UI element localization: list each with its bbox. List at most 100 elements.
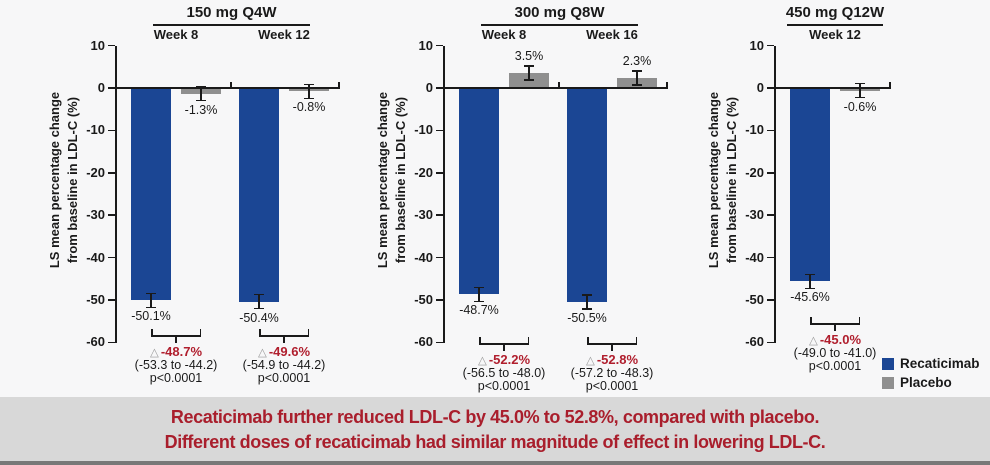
week-label: Week 12 [809,27,861,42]
error-bar-cap [254,293,264,296]
bar-recaticimab [239,88,279,302]
y-tick [436,214,443,216]
diff-bracket [199,329,201,337]
legend-item-recaticimab: Recaticimab [882,357,980,371]
chart-panels: 10 0 -10 -20 -30 -40 -50 -60 LS mean percentage … [47,4,895,393]
y-tick-label: 10 [418,37,433,53]
error-bar-cap [805,273,815,276]
y-tick [108,256,115,259]
diff-delta-value: -49.6% [268,344,311,359]
error-bar-cap [304,83,314,86]
error-bar-cap [524,79,534,81]
error-bar-cap [855,96,865,99]
bar-value-label: -50.1% [131,309,171,324]
y-tick-label: -20 [745,164,764,180]
error-bar [809,274,811,289]
error-bar-cap [805,287,815,290]
error-bar-cap [524,65,534,67]
error-bar-cap [196,99,206,102]
delta-triangle-icon: △ [257,346,267,359]
baseline-tick [338,82,340,88]
diff-bracket [858,317,860,325]
conclusion-banner: Recaticimab further reduced LDL-C by 45.… [0,397,990,461]
diff-delta-label: △ -45.0% [775,333,895,348]
error-bar-cap [474,300,484,303]
x-axis-baseline [445,87,668,89]
legend-label-placebo: Placebo [900,375,952,390]
diff-delta-label: △ -48.7% [116,345,236,360]
y-axis-title: LS mean percentage change from baseline i… [705,10,743,350]
legend-item-placebo: Placebo [882,376,980,390]
diff-ci-label: (-49.0 to -41.0) [793,346,877,360]
diff-p-label: p<0.0001 [257,371,311,385]
diff-bracket [259,329,261,337]
y-tick [436,172,443,174]
y-axis-title-line: from baseline in LDL-C (%) [724,96,739,264]
diff-bracket [635,337,637,345]
bar-value-label: 3.5% [514,49,544,64]
bar-recaticimab [567,88,607,303]
y-tick [436,256,443,259]
error-bar [859,83,861,98]
y-tick-label: -60 [745,334,764,350]
y-tick-label: -50 [745,292,764,307]
diff-delta-value: -45.0% [819,332,862,347]
diff-ci-label: (-53.3 to -44.2) [134,358,218,372]
y-tick-label: 10 [90,37,105,53]
bar-recaticimab [131,88,171,301]
panel-title-underline [153,24,310,26]
diff-delta-label: △ -52.8% [552,353,672,368]
y-tick [436,299,443,301]
error-bar [308,84,310,99]
y-tick [767,299,774,301]
y-tick-label: -50 [86,292,105,307]
diff-bracket [283,335,285,343]
bar-value-label: 2.3% [622,54,652,69]
legend-label-recaticimab: Recaticimab [900,356,980,371]
error-bar-cap [582,294,592,296]
y-tick-label: -20 [414,164,433,180]
y-tick-label: -60 [414,334,433,350]
bar-value-label: -48.7% [459,303,499,318]
banner-line-2: Different doses of recaticimab had simil… [164,431,826,452]
y-axis-title-line: from baseline in LDL-C (%) [393,96,408,264]
bar-value-label: -1.3% [184,102,218,117]
y-tick-label: -20 [86,164,105,180]
y-tick [767,341,774,344]
baseline-tick [558,82,560,88]
diff-bracket [479,337,481,345]
panel-title: 300 mg Q8W [514,4,605,21]
baseline-tick [666,82,668,88]
y-tick [108,129,115,132]
y-tick [767,214,774,216]
y-tick-label: -50 [414,292,433,307]
y-axis-line [115,45,117,344]
y-tick-label: -60 [86,334,105,350]
error-bar-cap [254,307,264,310]
y-axis-title: LS mean percentage change from baseline i… [374,10,412,350]
bar-recaticimab [459,88,499,295]
diff-ci-label: (-54.9 to -44.2) [242,358,326,372]
error-bar-cap [632,84,642,86]
y-tick-label: -10 [414,122,433,138]
y-tick [436,44,443,47]
error-bar [636,71,638,86]
bar-value-label: -45.6% [790,290,830,305]
diff-delta-value: -48.7% [160,344,203,359]
error-bar-cap [474,286,484,289]
week-label: Week 12 [258,27,310,42]
y-tick [108,172,115,174]
delta-triangle-icon: △ [808,334,818,347]
error-bar [586,295,588,310]
legend-swatch-placebo [882,377,894,389]
week-label: Week 16 [586,27,638,42]
error-bar-cap [632,70,642,72]
y-tick [767,172,774,174]
y-tick-label: 10 [749,37,764,53]
diff-p-label: p<0.0001 [477,379,531,393]
diff-bracket [151,329,153,337]
x-axis-baseline [776,87,891,89]
panel-title-underline [481,24,638,26]
y-tick [108,44,115,47]
